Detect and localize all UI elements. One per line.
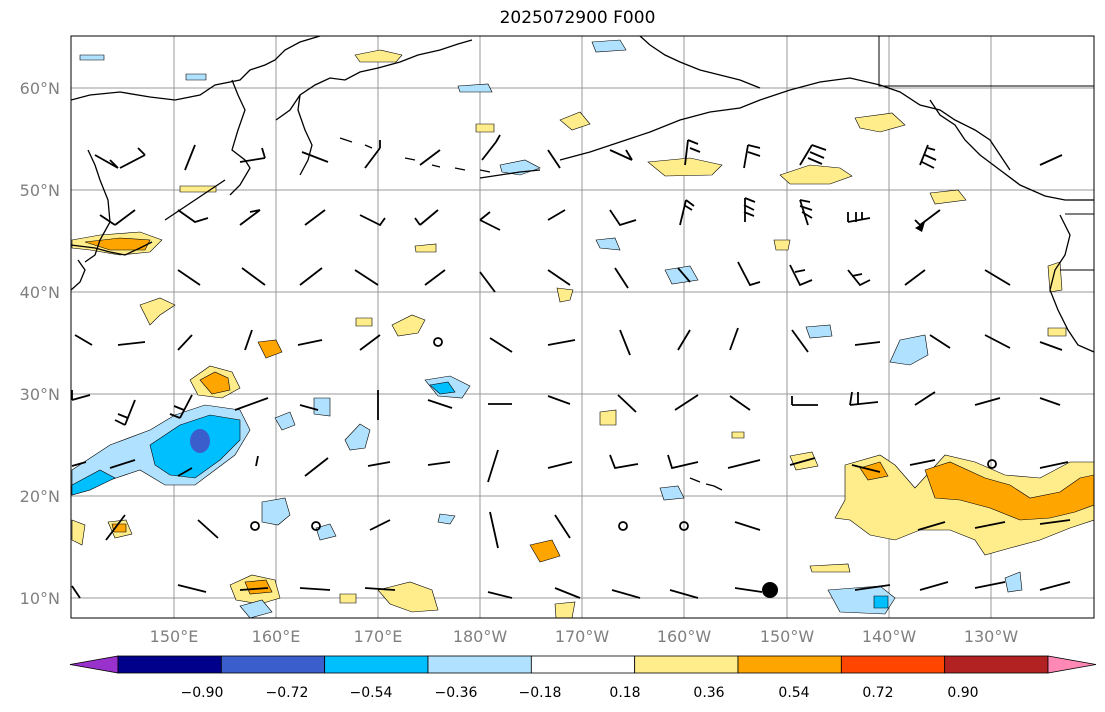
colorbar-label: −0.90 <box>181 685 224 701</box>
lon-label-150e: 150°E <box>150 627 199 646</box>
lat-label-30: 30°N <box>20 385 60 404</box>
lon-label-180w: 180°W <box>453 627 508 646</box>
shaded-contours <box>71 39 1094 618</box>
lon-label-130w: 130°W <box>964 627 1019 646</box>
colorbar-segment <box>117 655 222 674</box>
colorbar-label: −0.72 <box>266 685 309 701</box>
colorbar-label: 0.90 <box>947 685 978 701</box>
lat-label-10: 10°N <box>20 589 60 608</box>
borders <box>878 36 1094 271</box>
colorbar-segment <box>324 655 429 674</box>
lat-label-60: 60°N <box>20 79 60 98</box>
lon-label-160e: 160°E <box>252 627 301 646</box>
lon-label-160w: 160°W <box>657 627 712 646</box>
lon-label-140w: 140°W <box>862 627 917 646</box>
map-title: 2025072900 F000 <box>499 8 656 28</box>
pennant-barb <box>915 222 925 232</box>
lat-labels: 10°N 20°N 30°N 40°N 50°N 60°N <box>20 79 60 608</box>
colorbar-label: 0.18 <box>609 685 640 701</box>
colorbar-label: −0.18 <box>519 685 562 701</box>
colorbar-label: −0.36 <box>435 685 478 701</box>
colorbar-label: 0.36 <box>693 685 724 701</box>
lon-label-150w: 150°W <box>760 627 815 646</box>
colorbar <box>69 655 1097 674</box>
lon-labels: 150°E 160°E 170°E 180°W 170°W 160°W 150°… <box>150 627 1019 646</box>
lon-label-170w: 170°W <box>555 627 610 646</box>
lat-label-40: 40°N <box>20 283 60 302</box>
colorbar-segment <box>840 655 946 674</box>
colorbar-segment <box>737 655 842 674</box>
colorbar-extend-high <box>1047 655 1097 674</box>
storm-marker <box>762 582 778 598</box>
lat-label-50: 50°N <box>20 181 60 200</box>
colorbar-label: 0.54 <box>778 685 809 701</box>
coastlines <box>71 36 1094 491</box>
lon-label-170e: 170°E <box>354 627 403 646</box>
colorbar-segment <box>220 655 326 674</box>
colorbar-segment <box>427 655 532 674</box>
plot-frame <box>70 35 1095 619</box>
wind-barbs <box>71 134 1071 599</box>
calm-circles <box>250 337 997 531</box>
colorbar-extend-low <box>69 655 119 674</box>
lat-label-20: 20°N <box>20 487 60 506</box>
colorbar-label: −0.54 <box>350 685 393 701</box>
colorbar-segment <box>634 655 739 674</box>
colorbar-labels: −0.90 −0.72 −0.54 −0.36 −0.18 0.18 0.36 … <box>181 685 979 701</box>
colorbar-segment <box>530 655 636 674</box>
colorbar-segment <box>944 655 1049 674</box>
colorbar-label: 0.72 <box>862 685 893 701</box>
